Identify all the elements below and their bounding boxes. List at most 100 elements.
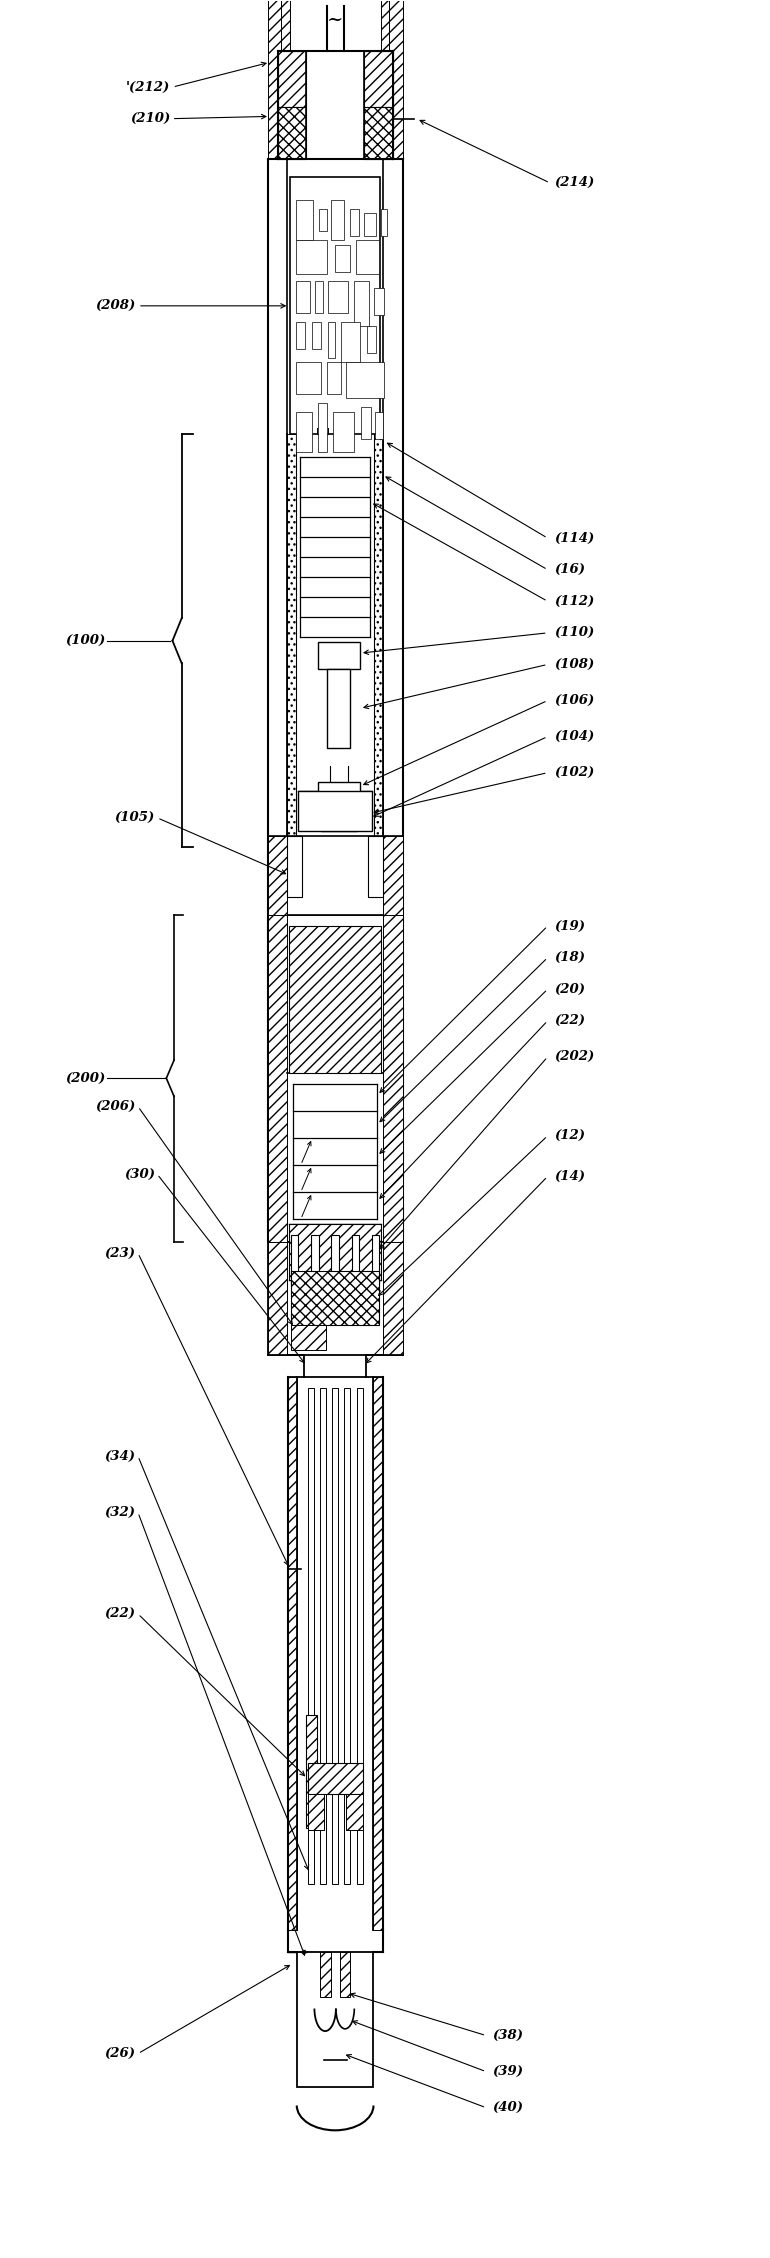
Bar bbox=[350, 210, 359, 235]
Bar bbox=[332, 1389, 338, 1885]
Text: (214): (214) bbox=[554, 176, 594, 190]
Bar bbox=[312, 321, 321, 348]
Text: (114): (114) bbox=[554, 531, 594, 544]
Bar bbox=[328, 280, 347, 312]
Bar bbox=[383, 1242, 403, 1355]
Text: (22): (22) bbox=[554, 1014, 584, 1027]
Bar bbox=[268, 835, 287, 914]
Bar bbox=[318, 402, 326, 452]
Bar bbox=[340, 1953, 350, 1998]
Bar bbox=[291, 1235, 299, 1285]
Bar bbox=[374, 434, 383, 835]
Bar bbox=[327, 668, 350, 747]
Bar bbox=[373, 1377, 383, 1931]
Bar bbox=[389, 0, 403, 160]
Bar bbox=[383, 835, 403, 914]
Text: (14): (14) bbox=[554, 1170, 584, 1183]
Bar bbox=[344, 1389, 350, 1885]
Bar bbox=[307, 1389, 313, 1885]
Bar bbox=[290, 1224, 381, 1280]
Bar bbox=[380, 210, 387, 235]
Bar bbox=[356, 239, 379, 273]
Bar bbox=[306, 1716, 316, 1829]
Bar bbox=[268, 1242, 287, 1355]
Bar bbox=[299, 790, 372, 831]
Bar bbox=[291, 1325, 326, 1350]
Text: (20): (20) bbox=[554, 982, 584, 996]
Bar bbox=[296, 201, 313, 239]
Bar bbox=[372, 1235, 380, 1285]
Bar bbox=[318, 641, 360, 668]
Text: (110): (110) bbox=[554, 625, 594, 639]
Bar bbox=[296, 411, 312, 452]
Bar bbox=[320, 210, 326, 230]
Text: (206): (206) bbox=[95, 1100, 136, 1113]
Bar bbox=[268, 914, 403, 1242]
Text: (18): (18) bbox=[554, 951, 584, 964]
Bar bbox=[320, 1389, 326, 1885]
Bar bbox=[281, 0, 290, 160]
Text: (34): (34) bbox=[105, 1450, 136, 1463]
Text: (105): (105) bbox=[115, 811, 155, 824]
Text: (202): (202) bbox=[554, 1050, 594, 1064]
Bar bbox=[326, 361, 340, 393]
Bar bbox=[334, 244, 350, 271]
Bar bbox=[346, 1795, 363, 1831]
Text: (39): (39) bbox=[492, 2066, 524, 2077]
Bar bbox=[374, 287, 383, 314]
Bar bbox=[352, 1235, 360, 1285]
Bar bbox=[268, 0, 281, 160]
Text: (12): (12) bbox=[554, 1129, 584, 1143]
Bar bbox=[296, 1953, 373, 2086]
Text: (104): (104) bbox=[554, 729, 594, 743]
Bar bbox=[330, 201, 344, 239]
Text: (30): (30) bbox=[124, 1167, 155, 1181]
Text: (40): (40) bbox=[492, 2102, 524, 2113]
Text: (32): (32) bbox=[105, 1506, 136, 1520]
Text: (16): (16) bbox=[554, 562, 584, 576]
Text: (200): (200) bbox=[65, 1073, 105, 1084]
Bar bbox=[363, 212, 376, 235]
Bar bbox=[268, 1242, 403, 1355]
Bar bbox=[346, 361, 384, 397]
Text: (23): (23) bbox=[105, 1246, 136, 1260]
Bar bbox=[278, 108, 306, 160]
Bar bbox=[268, 835, 403, 914]
Bar bbox=[307, 1795, 324, 1831]
Bar bbox=[268, 914, 287, 1242]
Bar bbox=[287, 835, 303, 896]
Bar bbox=[364, 52, 393, 108]
Text: (22): (22) bbox=[105, 1608, 136, 1621]
Bar bbox=[331, 1235, 339, 1285]
Bar bbox=[296, 321, 306, 348]
Text: (208): (208) bbox=[95, 300, 136, 312]
Text: (100): (100) bbox=[65, 634, 105, 648]
Bar bbox=[307, 1763, 363, 1795]
Text: (112): (112) bbox=[554, 594, 594, 607]
Bar bbox=[380, 0, 389, 160]
Bar bbox=[311, 1235, 319, 1285]
Text: (210): (210) bbox=[130, 113, 170, 124]
Bar bbox=[375, 411, 383, 438]
Bar bbox=[278, 52, 306, 108]
Text: (19): (19) bbox=[554, 919, 584, 933]
Bar bbox=[291, 1271, 380, 1325]
Text: (26): (26) bbox=[105, 2048, 136, 2059]
Text: (102): (102) bbox=[554, 765, 594, 779]
Text: ~: ~ bbox=[327, 11, 343, 29]
Bar bbox=[383, 914, 403, 1242]
Text: (106): (106) bbox=[554, 693, 594, 707]
Bar bbox=[296, 239, 326, 273]
Bar bbox=[361, 406, 370, 438]
Bar bbox=[340, 321, 360, 361]
Bar bbox=[328, 321, 334, 357]
Text: (38): (38) bbox=[492, 2030, 524, 2041]
Bar bbox=[353, 280, 369, 325]
Bar bbox=[290, 926, 381, 1073]
Bar bbox=[287, 434, 296, 835]
Bar bbox=[316, 280, 323, 312]
Bar bbox=[368, 835, 383, 896]
Bar bbox=[296, 361, 321, 393]
Bar bbox=[320, 1953, 330, 1998]
Text: '(212): '(212) bbox=[126, 81, 170, 93]
